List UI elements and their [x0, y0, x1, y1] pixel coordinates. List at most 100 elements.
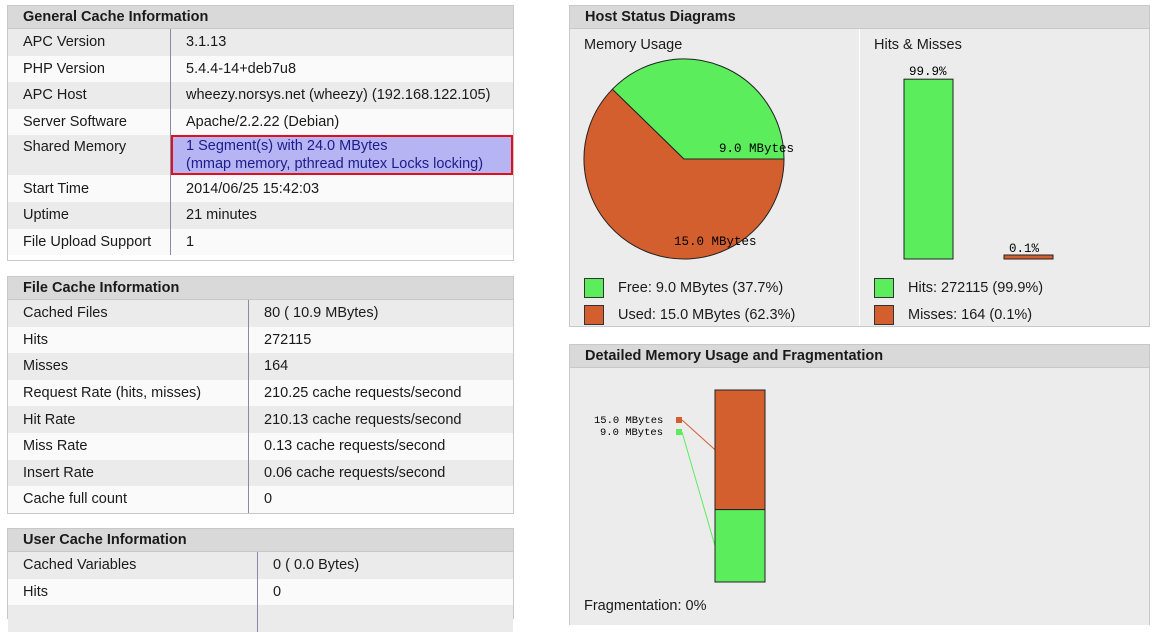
row-key: APC Host	[8, 82, 171, 109]
legend-used-swatch	[584, 305, 604, 326]
table-row: Uptime 21 minutes	[8, 201, 513, 229]
legend-misses-text: Misses: 164 (0.1%)	[908, 307, 1033, 323]
legend-free-text: Free: 9.0 MBytes (37.7%)	[618, 280, 784, 296]
pie-slice-free	[611, 58, 785, 160]
memory-pie-chart: 9.0 MBytes 15.0 MBytes	[583, 58, 794, 260]
user-cache-box: User Cache Information Cached Variables 0…	[7, 528, 514, 632]
frag-used-marker	[676, 417, 682, 423]
hits-bar	[903, 78, 954, 260]
row-key: Hits	[8, 326, 249, 354]
row-key: Cached Files	[8, 300, 249, 327]
misses-pct-label: 0.1%	[1009, 242, 1040, 256]
table-row: Insert Rate 0.06 cache requests/second	[8, 459, 513, 487]
row-value: 80 ( 10.9 MBytes)	[248, 300, 513, 327]
table-row: Request Rate (hits, misses) 210.25 cache …	[8, 379, 513, 407]
table-row: Hits 272115	[8, 326, 513, 354]
file-cache-title: File Cache Information	[8, 277, 513, 300]
frag-used-label: 15.0 MBytes	[594, 415, 663, 427]
frag-used-leader	[681, 419, 716, 451]
frag-free-label: 9.0 MBytes	[600, 427, 663, 439]
frag-used-block	[714, 389, 766, 511]
fragmentation-footer: Fragmentation: 0%	[584, 598, 707, 614]
table-row: File Upload Support 1	[8, 228, 513, 256]
row-value: 210.25 cache requests/second	[248, 379, 513, 407]
shared-memory-line2: (mmap memory, pthread mutex Locks lockin…	[186, 156, 484, 173]
fragmentation-panel: 15.0 MBytes 9.0 MBytes Fragmentation: 0%	[570, 368, 1149, 625]
table-row: Hits 0	[8, 578, 513, 606]
hits-misses-panel: Hits & Misses 99.9% 0.1% Hits: 272115 (9…	[860, 29, 1149, 326]
table-row: Hit Rate 210.13 cache requests/second	[8, 406, 513, 433]
row-key: Cache full count	[8, 486, 249, 513]
table-row: Misses 164	[8, 353, 513, 380]
legend-hits-text: Hits: 272115 (99.9%)	[908, 280, 1044, 296]
row-value: wheezy.norsys.net (wheezy) (192.168.122.…	[170, 82, 513, 109]
table-row: Server Software Apache/2.2.22 (Debian)	[8, 108, 513, 136]
row-value: 0.06 cache requests/second	[248, 459, 513, 487]
row-key: Hits	[8, 578, 258, 606]
row-key: PHP Version	[8, 55, 171, 83]
row-key	[8, 605, 258, 632]
row-key: Cached Variables	[8, 552, 258, 579]
row-value: 1	[170, 228, 513, 256]
row-value: 5.4.4-14+deb7u8	[170, 55, 513, 83]
row-value: 0 ( 0.0 Bytes)	[257, 552, 513, 579]
misses-bar	[1003, 254, 1054, 260]
row-key: Start Time	[8, 175, 171, 202]
row-key: Shared Memory	[8, 135, 171, 176]
row-value	[257, 605, 513, 632]
host-status-box: Host Status Diagrams Memory Usage 9.0 MB…	[569, 5, 1150, 327]
table-row: Cache full count 0	[8, 486, 513, 513]
row-value: 164	[248, 353, 513, 380]
row-key: Hit Rate	[8, 406, 249, 433]
file-cache-box: File Cache Information Cached Files 80 ( …	[7, 276, 514, 514]
table-row: PHP Version 5.4.4-14+deb7u8	[8, 55, 513, 83]
fragmentation-chart: 15.0 MBytes 9.0 MBytes	[594, 389, 766, 583]
row-key: Insert Rate	[8, 459, 249, 487]
frag-free-marker	[676, 429, 682, 435]
row-value: 210.13 cache requests/second	[248, 406, 513, 433]
table-row: APC Host wheezy.norsys.net (wheezy) (192.…	[8, 82, 513, 109]
general-cache-box: General Cache Information APC Version 3.1…	[7, 5, 514, 261]
hits-misses-label: Hits & Misses	[874, 37, 962, 53]
legend-misses: Misses: 164 (0.1%)	[874, 304, 1032, 326]
hits-pct-label: 99.9%	[909, 65, 947, 79]
general-cache-title: General Cache Information	[8, 6, 513, 29]
legend-free: Free: 9.0 MBytes (37.7%)	[584, 277, 783, 299]
shared-memory-value: 1 Segment(s) with 24.0 MBytes (mmap memor…	[170, 135, 513, 176]
legend-misses-swatch	[874, 305, 894, 326]
row-key: Request Rate (hits, misses)	[8, 379, 249, 407]
legend-used-text: Used: 15.0 MBytes (62.3%)	[618, 307, 796, 323]
table-row: Cached Variables 0 ( 0.0 Bytes)	[8, 552, 513, 579]
table-row: Cached Files 80 ( 10.9 MBytes)	[8, 300, 513, 327]
table-row	[8, 605, 513, 632]
row-value: 3.1.13	[170, 29, 513, 56]
host-status-title: Host Status Diagrams	[570, 6, 1149, 29]
row-key: File Upload Support	[8, 228, 171, 256]
row-value: Apache/2.2.22 (Debian)	[170, 108, 513, 136]
hits-bar-chart: 99.9% 0.1%	[903, 65, 1054, 260]
user-cache-title: User Cache Information	[8, 529, 513, 552]
row-value: 0	[257, 578, 513, 606]
frag-free-leader	[681, 431, 716, 546]
row-key: APC Version	[8, 29, 171, 56]
row-key: Server Software	[8, 108, 171, 136]
pie-used-label: 15.0 MBytes	[674, 235, 757, 249]
row-key: Uptime	[8, 201, 171, 229]
pie-slice-used	[583, 88, 785, 260]
table-row: Miss Rate 0.13 cache requests/second	[8, 432, 513, 460]
row-value: 0	[248, 486, 513, 513]
general-cache-table: APC Version 3.1.13 PHP Version 5.4.4-14+de…	[8, 29, 513, 256]
row-value: 0.13 cache requests/second	[248, 432, 513, 460]
legend-hits: Hits: 272115 (99.9%)	[874, 277, 1043, 299]
table-row: Start Time 2014/06/25 15:42:03	[8, 175, 513, 202]
user-cache-table: Cached Variables 0 ( 0.0 Bytes) Hits 0	[8, 552, 513, 632]
table-row: Shared Memory 1 Segment(s) with 24.0 MByt…	[8, 135, 513, 176]
legend-hits-swatch	[874, 278, 894, 299]
fragmentation-box: Detailed Memory Usage and Fragmentation …	[569, 344, 1150, 625]
shared-memory-line1: 1 Segment(s) with 24.0 MBytes	[186, 138, 388, 155]
legend-free-swatch	[584, 278, 604, 299]
memory-usage-label: Memory Usage	[584, 37, 683, 53]
table-row: APC Version 3.1.13	[8, 29, 513, 56]
row-value: 272115	[248, 326, 513, 354]
row-key: Miss Rate	[8, 432, 249, 460]
